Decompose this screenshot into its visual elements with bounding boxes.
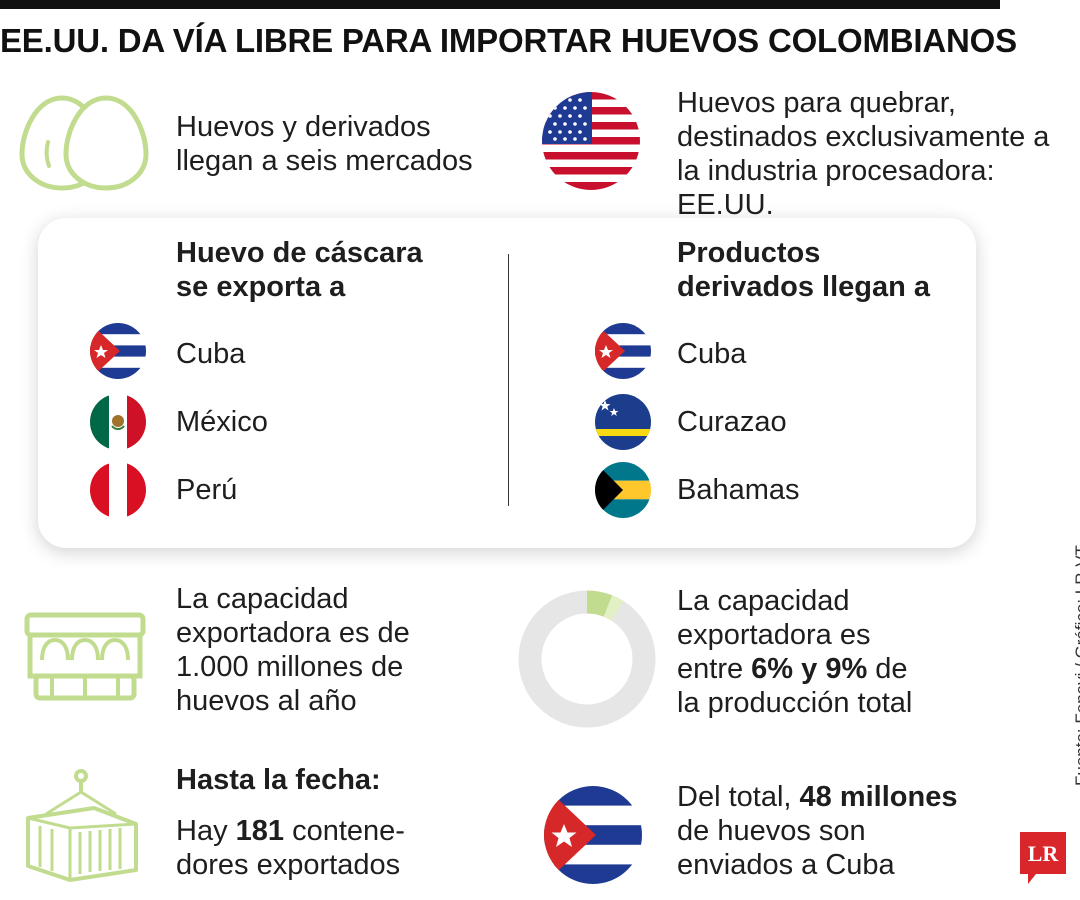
- donut-share-range: [603, 595, 624, 621]
- capacity-line: huevos al año: [176, 685, 357, 717]
- cuba-total-amount: 48 millones: [799, 781, 958, 813]
- bahamas-flag-icon: [595, 462, 651, 518]
- share-line: la producción total: [677, 687, 913, 719]
- curacao-flag-icon: [595, 394, 651, 450]
- share-line: La capacidad: [677, 585, 850, 617]
- share-range: 6% y 9%: [751, 653, 868, 685]
- cuba-total-line: de huevos son: [677, 815, 866, 847]
- containers-line: Hay 181 contene-: [176, 814, 405, 848]
- right-country-curacao: Curazao: [677, 406, 787, 438]
- cuba-total-line: enviados a Cuba: [677, 849, 895, 881]
- capacity-line: exportadora es de: [176, 617, 410, 649]
- top-left-text: Huevos y derivados llegan a seis mercado…: [176, 110, 473, 178]
- top-right-text: Huevos para quebrar, destinados exclusiv…: [677, 86, 1080, 222]
- containers-count: 181: [235, 815, 285, 847]
- share-text: La capacidad exportadora es entre 6% y 9…: [677, 584, 912, 720]
- cuba-total-pre: Del total,: [677, 781, 800, 813]
- egg-carton-icon: [24, 612, 146, 701]
- containers-post: contene-: [284, 815, 405, 847]
- derivatives-heading-line: Productos: [677, 237, 821, 269]
- export-destinations-card: [38, 218, 976, 548]
- capacity-line: 1.000 millones de: [176, 651, 404, 683]
- shell-egg-heading-line: Huevo de cáscara: [176, 237, 423, 269]
- cuba-flag-icon: [544, 786, 642, 884]
- derivatives-heading: Productos derivados llegan a: [677, 236, 930, 304]
- donut-chart-icon: [518, 590, 656, 728]
- container-icon: [26, 769, 138, 882]
- share-line: exportadora es: [677, 619, 871, 651]
- capacity-line: La capacidad: [176, 583, 349, 615]
- share-post: de: [867, 653, 908, 685]
- top-right-line: Huevos para quebrar,: [677, 87, 956, 119]
- top-rule: [0, 0, 1000, 9]
- top-left-line: Huevos y derivados: [176, 111, 431, 143]
- cuba-total-line: Del total, 48 millones: [677, 780, 957, 814]
- share-line: entre 6% y 9% de: [677, 652, 912, 686]
- donut-share-min: [586, 590, 613, 617]
- source-credit: Fuente: Fenavi / Gráfico: LR-VT: [1072, 545, 1080, 786]
- usa-flag-icon: [542, 92, 640, 190]
- top-left-line: llegan a seis mercados: [176, 145, 473, 177]
- cuba-flag-icon: [90, 323, 146, 379]
- right-country-bahamas: Bahamas: [677, 474, 800, 506]
- cuba-flag-icon: [595, 323, 651, 379]
- top-right-line: destinados exclusivamente a: [677, 121, 1050, 153]
- eggs-icon: [19, 95, 149, 191]
- peru-flag-icon: [90, 462, 146, 518]
- containers-text: Hay 181 contene- dores exportados: [176, 814, 405, 882]
- top-right-line: la industria procesadora: EE.UU.: [677, 155, 995, 221]
- left-country-mexico: México: [176, 406, 268, 438]
- lr-logo: LR: [1020, 832, 1066, 884]
- containers-heading: Hasta la fecha:: [176, 764, 381, 796]
- containers-pre: Hay: [176, 815, 236, 847]
- right-country-cuba: Cuba: [677, 338, 747, 370]
- share-pre: entre: [677, 653, 752, 685]
- left-country-cuba: Cuba: [176, 338, 246, 370]
- cuba-total-text: Del total, 48 millones de huevos son env…: [677, 780, 957, 882]
- donut-track: [518, 590, 656, 728]
- lr-logo-text: LR: [1028, 841, 1060, 866]
- containers-line: dores exportados: [176, 849, 401, 881]
- page-title: EE.UU. DA VÍA LIBRE PARA IMPORTAR HUEVOS…: [0, 22, 1017, 59]
- shell-egg-heading: Huevo de cáscara se exporta a: [176, 236, 423, 304]
- capacity-text: La capacidad exportadora es de 1.000 mil…: [176, 582, 410, 718]
- derivatives-heading-line: derivados llegan a: [677, 271, 931, 303]
- shell-egg-heading-line: se exporta a: [176, 271, 346, 303]
- mexico-flag-icon: [90, 394, 146, 450]
- left-country-peru: Perú: [176, 474, 238, 506]
- card-divider: [508, 254, 509, 506]
